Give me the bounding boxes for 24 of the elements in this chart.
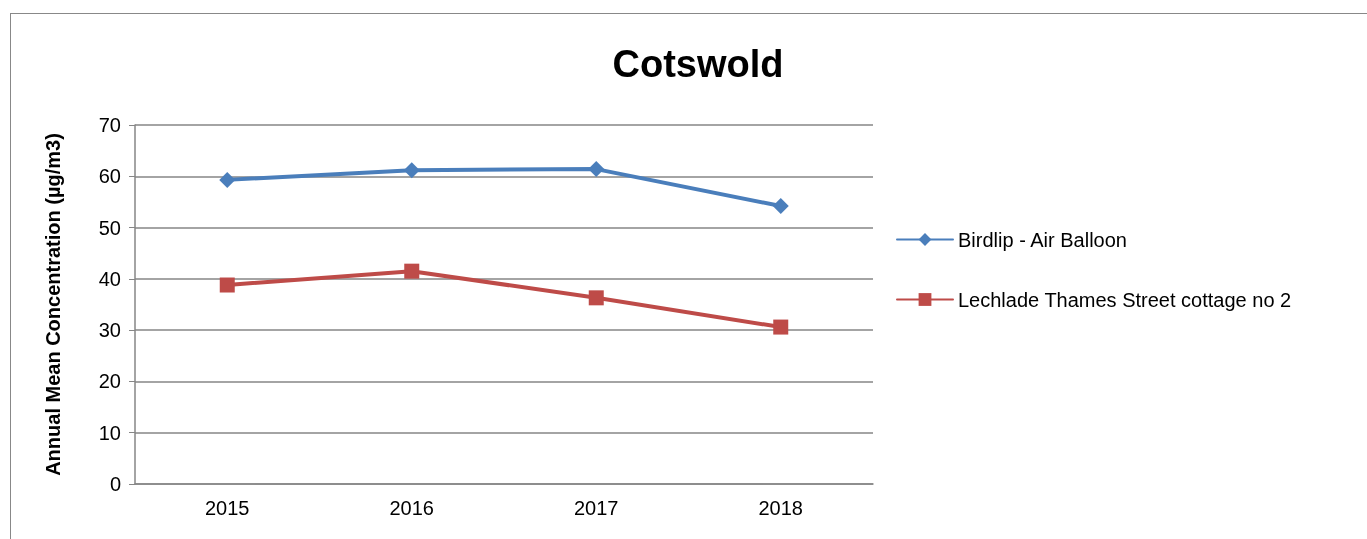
y-tick-label: 50 [98, 216, 121, 239]
y-tick-label: 0 [109, 473, 121, 495]
y-tick-label: 40 [98, 267, 121, 290]
y-tick-label: 70 [98, 114, 121, 136]
point [588, 161, 605, 178]
point [772, 198, 789, 215]
x-tick-label: 2018 [758, 497, 803, 519]
x-tick-label: 2015 [205, 497, 250, 519]
legend-label: Birdlip - Air Balloon [958, 228, 1127, 251]
chart-title: Cotswold [612, 43, 784, 85]
y-tick-label: 20 [98, 370, 121, 393]
x-tick-label: 2016 [389, 497, 434, 519]
y-tick-label: 30 [98, 319, 121, 342]
point [219, 171, 236, 188]
point [403, 162, 420, 179]
x-tick-label: 2017 [574, 497, 619, 519]
y-axis-title: Annual Mean Concentration (µg/m3) [42, 133, 64, 476]
point [404, 263, 420, 279]
y-tick-label: 60 [98, 165, 121, 188]
legend-label: Lechlade Thames Street cottage no 2 [958, 288, 1292, 311]
point [588, 290, 604, 306]
point [773, 319, 789, 335]
y-tick-label: 10 [98, 421, 121, 444]
point [219, 277, 235, 293]
